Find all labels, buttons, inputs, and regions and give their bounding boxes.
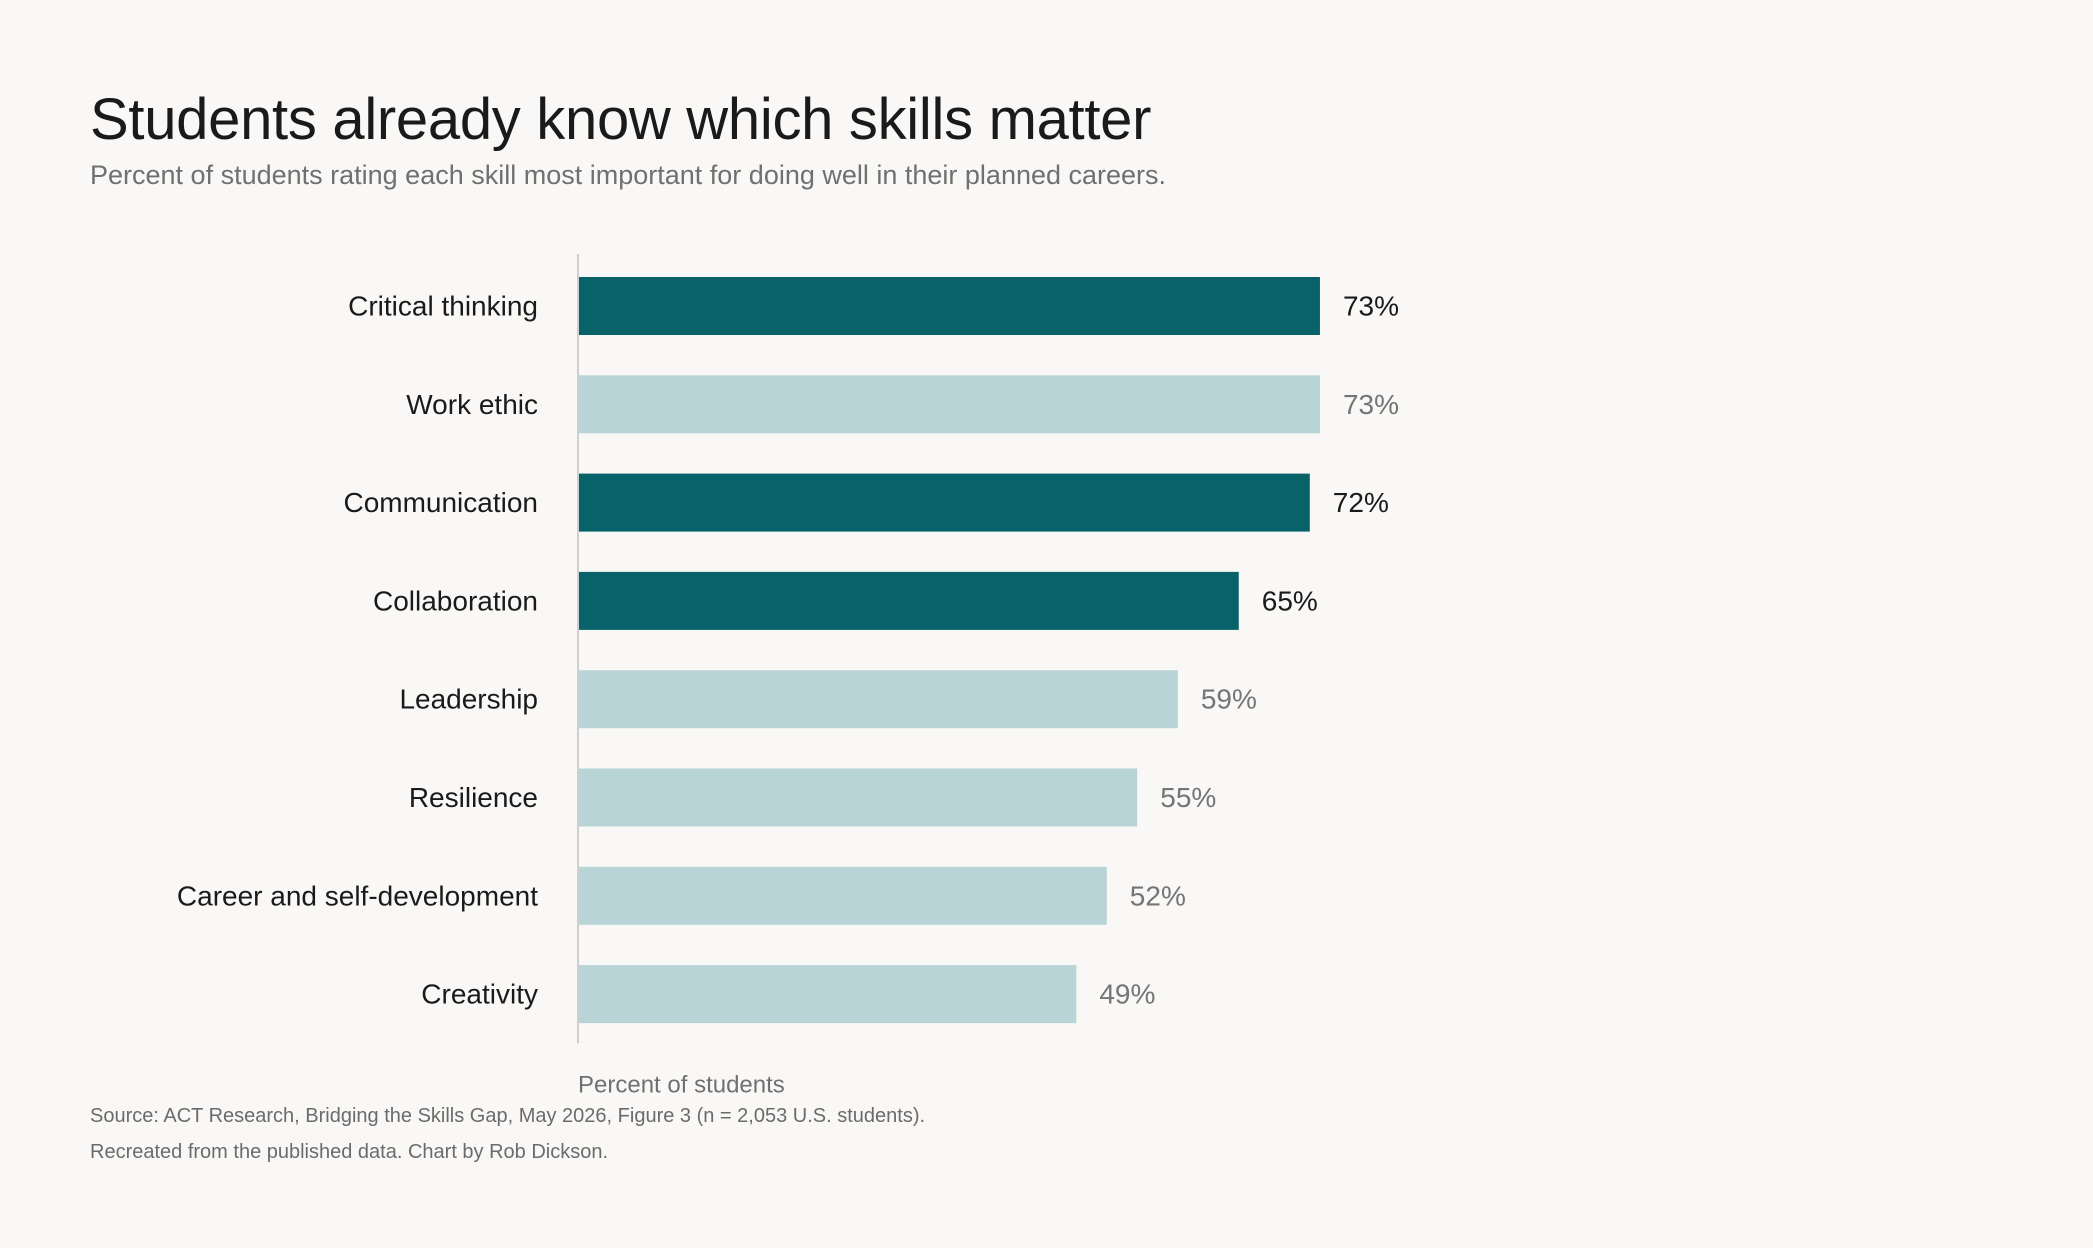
- value-label: 49%: [1099, 979, 1155, 1010]
- chart-title: Students already know which skills matte…: [90, 87, 1152, 152]
- bar-creativity: [579, 965, 1077, 1024]
- category-label: Collaboration: [373, 585, 538, 616]
- category-label: Communication: [343, 487, 538, 518]
- credit-note: Recreated from the published data. Chart…: [90, 1141, 609, 1163]
- bar-work-ethic: [579, 375, 1320, 434]
- labels-group: Critical thinking 73% Work ethic 73% Communi…: [177, 291, 1399, 1010]
- value-label: 52%: [1130, 880, 1186, 911]
- bar-leadership: [579, 670, 1178, 729]
- bar-critical-thinking: [579, 277, 1320, 335]
- category-label: Work ethic: [406, 389, 538, 420]
- chart-subtitle: Percent of students rating each skill mo…: [90, 160, 1167, 190]
- value-label: 73%: [1343, 291, 1399, 322]
- category-label: Critical thinking: [348, 291, 538, 322]
- value-label: 65%: [1262, 585, 1318, 616]
- category-label: Career and self-development: [177, 880, 538, 911]
- bar-communication: [579, 473, 1310, 532]
- category-label: Leadership: [399, 684, 538, 715]
- source-note: Source: ACT Research, Bridging the Skill…: [90, 1105, 926, 1127]
- value-label: 55%: [1160, 782, 1216, 813]
- bar-collaboration: [579, 571, 1239, 630]
- value-label: 72%: [1333, 487, 1389, 518]
- bar-career-and-self-development: [579, 866, 1107, 925]
- bar-resilience: [579, 768, 1138, 827]
- bars-group: [579, 277, 1320, 1024]
- value-label: 73%: [1343, 389, 1399, 420]
- category-label: Creativity: [421, 979, 538, 1010]
- value-label: 59%: [1201, 684, 1257, 715]
- x-axis-title: Percent of students: [578, 1072, 785, 1099]
- category-label: Resilience: [409, 782, 538, 813]
